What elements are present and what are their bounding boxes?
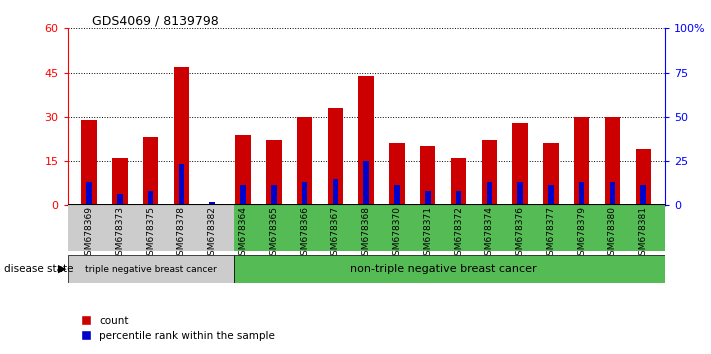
Bar (486, 182, 492, 205)
Bar (266, 141, 282, 205)
Text: GSM678371: GSM678371 (423, 206, 432, 261)
Text: GSM678373: GSM678373 (115, 206, 124, 261)
Text: GSM678372: GSM678372 (454, 206, 463, 261)
Text: GSM678370: GSM678370 (392, 206, 402, 261)
Bar (358, 75, 374, 205)
Bar (234, 255, 674, 283)
Bar (579, 182, 584, 205)
Text: ▶: ▶ (58, 264, 67, 274)
Bar (81, 120, 97, 205)
Text: GSM678365: GSM678365 (269, 206, 278, 261)
Text: GSM678369: GSM678369 (85, 206, 94, 261)
Bar (543, 143, 559, 205)
Bar (425, 190, 430, 205)
Bar (609, 182, 615, 205)
Text: non-triple negative breast cancer: non-triple negative breast cancer (350, 264, 536, 274)
Bar (235, 135, 251, 205)
Bar (68, 204, 234, 251)
Bar (302, 182, 307, 205)
Text: GSM678380: GSM678380 (608, 206, 617, 261)
Bar (363, 161, 369, 205)
Bar (451, 158, 466, 205)
Text: GSM678367: GSM678367 (331, 206, 340, 261)
Text: triple negative breast cancer: triple negative breast cancer (85, 264, 217, 274)
Bar (297, 117, 312, 205)
Bar (143, 137, 159, 205)
Text: GSM678366: GSM678366 (300, 206, 309, 261)
Text: GSM678379: GSM678379 (577, 206, 586, 261)
Text: GSM678378: GSM678378 (177, 206, 186, 261)
Text: GSM678368: GSM678368 (362, 206, 370, 261)
Bar (548, 185, 554, 205)
Text: GSM678364: GSM678364 (238, 206, 247, 261)
Bar (240, 185, 246, 205)
Bar (328, 108, 343, 205)
Bar (574, 117, 589, 205)
Bar (173, 67, 189, 205)
Bar (86, 182, 92, 205)
Bar (420, 146, 435, 205)
Bar (333, 179, 338, 205)
Bar (481, 141, 497, 205)
Bar (210, 202, 215, 205)
Bar (389, 143, 405, 205)
Bar (456, 190, 461, 205)
Bar (641, 185, 646, 205)
Text: GSM678375: GSM678375 (146, 206, 155, 261)
Bar (117, 194, 123, 205)
Bar (394, 185, 400, 205)
Text: disease state: disease state (4, 264, 73, 274)
Text: GSM678381: GSM678381 (638, 206, 648, 261)
Bar (636, 149, 651, 205)
Bar (178, 164, 184, 205)
Text: GDS4069 / 8139798: GDS4069 / 8139798 (92, 14, 219, 27)
Bar (513, 123, 528, 205)
Bar (605, 117, 620, 205)
Text: GSM678382: GSM678382 (208, 206, 217, 261)
Bar (112, 158, 127, 205)
Bar (234, 204, 674, 251)
Bar (68, 255, 234, 283)
Bar (518, 182, 523, 205)
Text: GSM678377: GSM678377 (546, 206, 555, 261)
Legend: count, percentile rank within the sample: count, percentile rank within the sample (76, 312, 279, 345)
Bar (271, 185, 277, 205)
Bar (148, 190, 154, 205)
Text: GSM678376: GSM678376 (515, 206, 525, 261)
Text: GSM678374: GSM678374 (485, 206, 494, 261)
